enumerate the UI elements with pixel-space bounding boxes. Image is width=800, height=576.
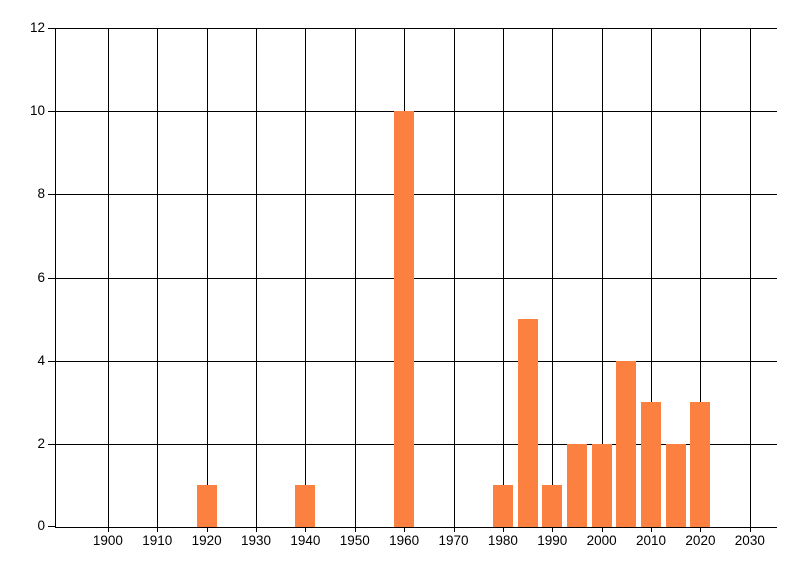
grid-line-horizontal [56,443,777,445]
x-axis-tick [404,527,406,532]
grid-line-horizontal [56,28,777,29]
y-tick-label: 12 [29,20,45,35]
plot-area: 1900 1910 1920 1930 1940 1950 1960 1970 1980 1990… [30,20,777,548]
y-axis-tick [48,443,56,445]
grid-line-horizontal [56,360,777,362]
x-axis-tick [700,527,702,532]
x-tick-label: 2010 [636,533,667,548]
x-tick-label: 2030 [734,533,765,548]
x-axis-tick [305,527,307,532]
y-axis-tick [48,194,56,196]
x-tick-label: 1980 [487,533,518,548]
x-tick-label: 1910 [142,533,173,548]
x-tick-label: 1940 [290,533,321,548]
x-axis-tick [157,527,159,532]
x-tick-label: 1920 [191,533,222,548]
grid-line-horizontal [56,277,777,279]
y-tick-label: 4 [37,352,45,368]
x-tick-label: 2020 [685,533,716,548]
x-axis-tick [601,527,603,532]
x-axis-tick [453,527,455,532]
x-tick-label: 1900 [92,533,123,548]
x-tick-label: 1970 [438,533,469,548]
bar-2020 [690,402,711,527]
y-axis-tick [48,360,56,362]
y-axis-tick [48,28,56,29]
y-tick-label: 0 [37,518,45,533]
bar-2015 [665,443,686,527]
y-tick-label: 8 [37,186,45,202]
x-axis-tick [206,527,208,532]
bar-1995 [566,443,587,527]
x-tick-label: 1950 [339,533,370,548]
y-axis-tick [48,111,56,113]
x-axis-tick [256,527,257,532]
y-tick-label: 2 [37,435,45,451]
bar-1960 [394,111,415,527]
grid-line-horizontal [56,194,777,196]
y-tick-label: 6 [37,269,45,285]
y-tick-label: 10 [29,103,45,119]
x-tick-label: 1990 [537,533,568,548]
bar-1980 [492,485,513,527]
bar-1990 [542,485,563,527]
bar-1985 [517,319,538,527]
bar-2005 [616,360,637,527]
x-tick-label: 1960 [389,533,420,548]
y-axis-tick [48,526,56,527]
x-tick-label: 2000 [586,533,617,548]
grid-line-horizontal [56,111,777,113]
x-axis-tick [354,527,356,532]
x-tick-label: 1930 [240,533,272,548]
bar-2010 [641,402,662,527]
x-axis-tick [552,527,554,532]
bar-1920 [196,485,217,527]
x-axis-tick [502,527,504,532]
x-axis-tick [749,527,751,532]
x-axis-tick [651,527,653,532]
bar-2000 [591,443,612,527]
y-axis-tick [48,277,56,279]
bar-1940 [295,485,316,527]
x-axis-tick [107,527,109,532]
